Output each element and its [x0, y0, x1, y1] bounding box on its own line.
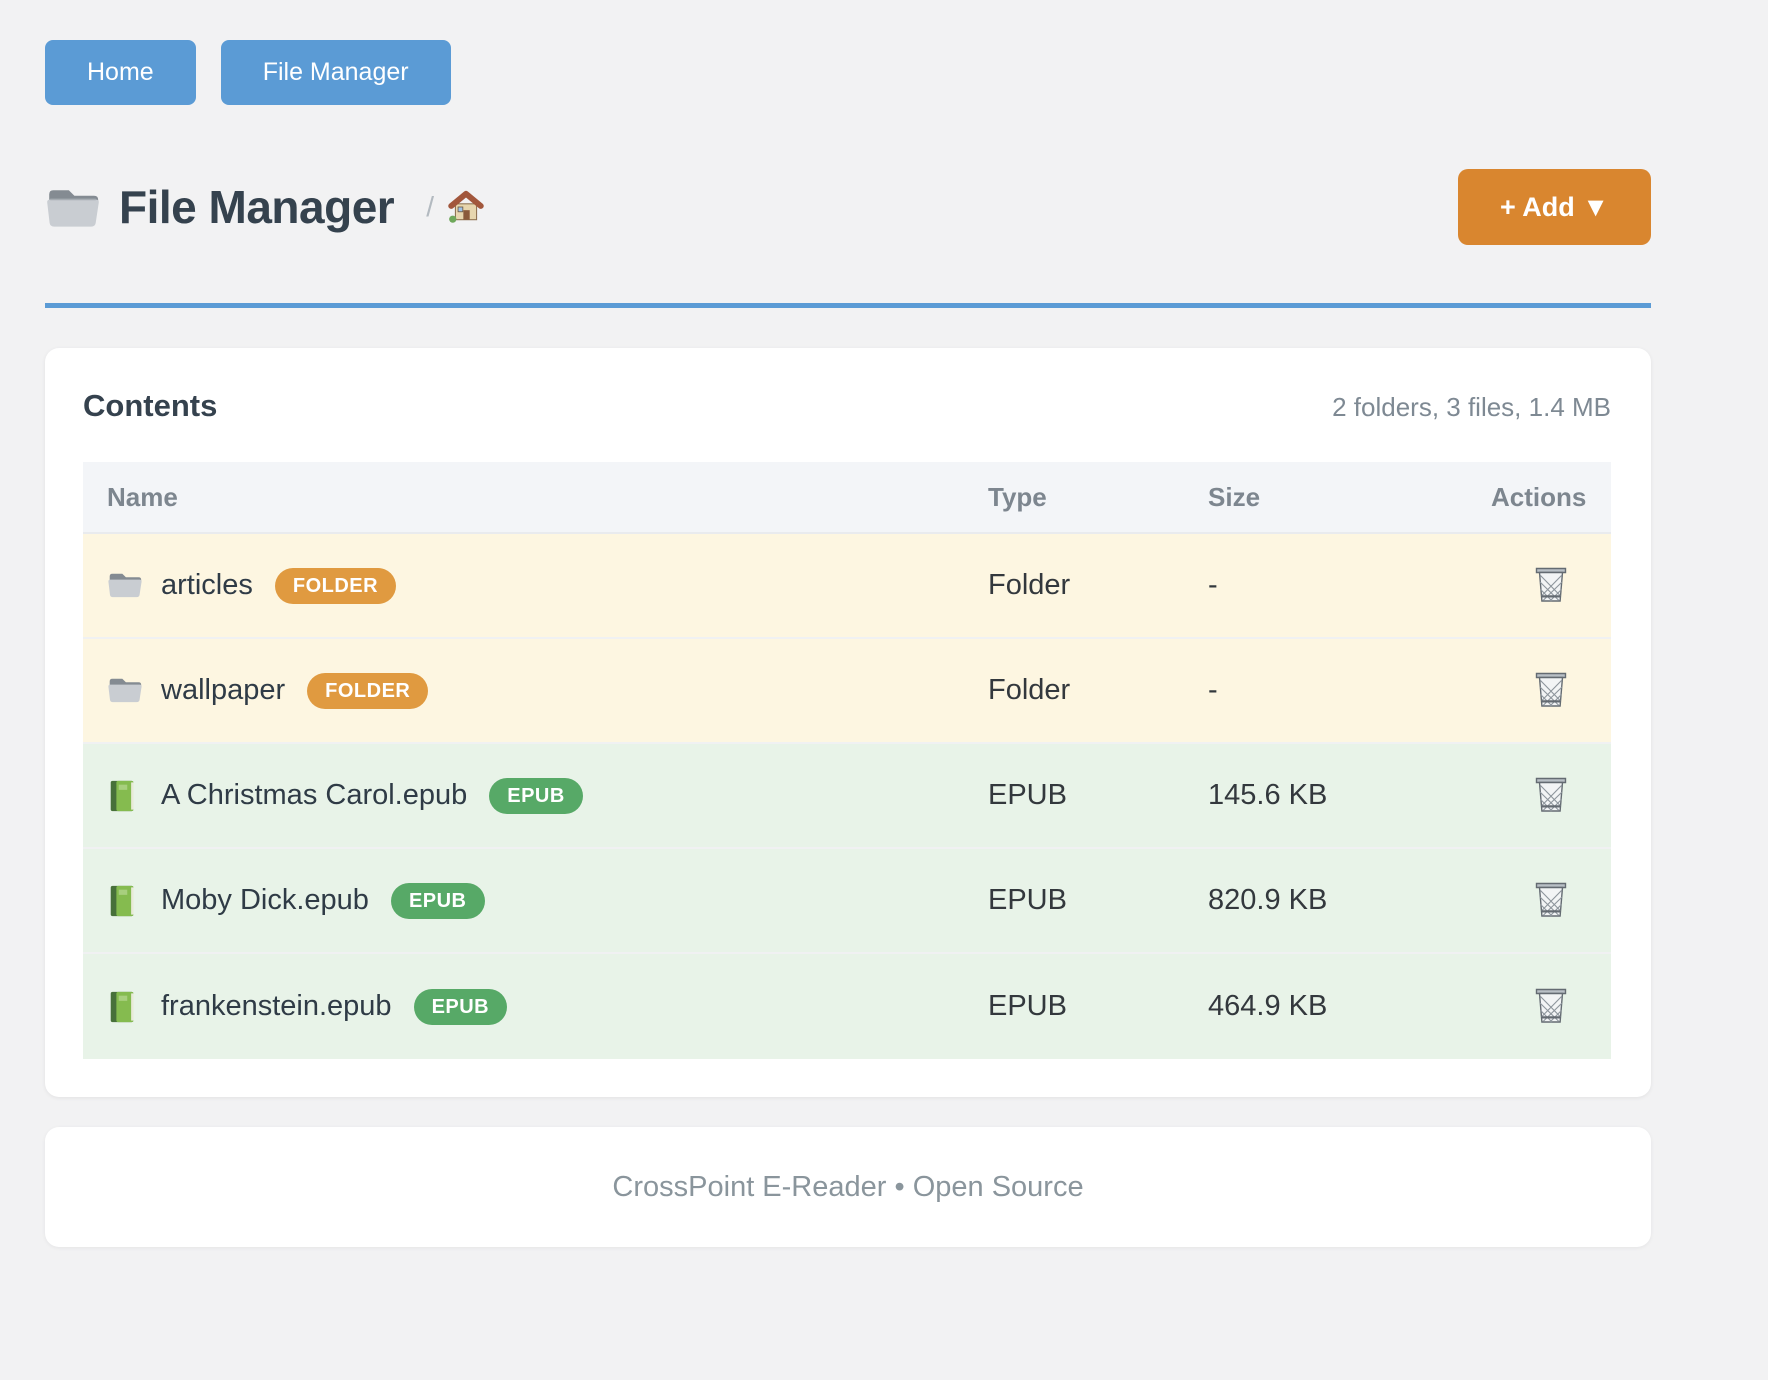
delete-button[interactable]	[1529, 981, 1573, 1029]
table-row[interactable]: A Christmas Carol.epub EPUB EPUB 145.6 K…	[83, 744, 1611, 849]
type-badge: FOLDER	[274, 567, 397, 604]
header-divider	[45, 303, 1651, 308]
folder-icon	[45, 183, 101, 231]
file-table: Name Type Size Actions articles FOLDER F…	[83, 462, 1611, 1059]
table-body: articles FOLDER Folder -	[83, 534, 1611, 1059]
type-cell: EPUB	[988, 779, 1067, 811]
type-cell: EPUB	[988, 884, 1067, 916]
breadcrumb: /	[426, 190, 484, 224]
page-header: File Manager / + Add ▼	[45, 169, 1651, 245]
nav-file-manager-button[interactable]: File Manager	[220, 40, 451, 105]
type-badge: EPUB	[413, 988, 508, 1025]
file-name[interactable]: wallpaper	[161, 674, 286, 706]
folder-icon	[107, 569, 143, 603]
file-name[interactable]: frankenstein.epub	[161, 990, 392, 1022]
size-cell: 820.9 KB	[1208, 884, 1328, 916]
table-row[interactable]: wallpaper FOLDER Folder -	[83, 639, 1611, 744]
table-row[interactable]: articles FOLDER Folder -	[83, 534, 1611, 639]
green-book-icon	[107, 779, 143, 813]
name-cell: Moby Dick.epub EPUB	[83, 882, 964, 919]
table-header-row: Name Type Size Actions	[83, 462, 1611, 534]
trash-icon	[1533, 774, 1569, 814]
contents-card: Contents 2 folders, 3 files, 1.4 MB Name…	[45, 348, 1651, 1097]
file-name[interactable]: articles	[161, 569, 253, 601]
trash-icon	[1533, 669, 1569, 709]
actions-cell	[1467, 875, 1611, 927]
name-cell: A Christmas Carol.epub EPUB	[83, 777, 964, 814]
actions-cell	[1467, 770, 1611, 822]
nav-home-button[interactable]: Home	[45, 40, 196, 105]
type-badge: EPUB	[489, 777, 583, 814]
home-icon[interactable]	[448, 190, 484, 224]
breadcrumb-separator: /	[426, 191, 434, 222]
actions-cell	[1467, 665, 1611, 717]
trash-icon	[1533, 985, 1569, 1025]
size-cell: -	[1208, 569, 1218, 601]
size-cell: 464.9 KB	[1208, 990, 1328, 1022]
page-header-left: File Manager /	[45, 180, 484, 234]
page-container: Home File Manager File Manager /	[45, 0, 1651, 1247]
column-header-name: Name	[107, 481, 178, 512]
delete-button[interactable]	[1529, 665, 1573, 713]
column-header-type: Type	[988, 481, 1047, 512]
contents-title: Contents	[83, 388, 218, 423]
footer: CrossPoint E-Reader • Open Source	[45, 1127, 1651, 1247]
folder-icon	[107, 674, 143, 708]
delete-button[interactable]	[1529, 560, 1573, 608]
table-row[interactable]: Moby Dick.epub EPUB EPUB 820.9 KB	[83, 849, 1611, 954]
type-cell: EPUB	[988, 990, 1067, 1022]
trash-icon	[1533, 564, 1569, 604]
type-cell: Folder	[988, 569, 1071, 601]
type-cell: Folder	[988, 674, 1071, 706]
delete-button[interactable]	[1529, 770, 1573, 818]
type-badge: FOLDER	[307, 672, 429, 709]
name-cell: wallpaper FOLDER	[83, 672, 964, 709]
footer-text: CrossPoint E-Reader • Open Source	[612, 1170, 1084, 1203]
type-badge: EPUB	[390, 882, 485, 919]
name-cell: frankenstein.epub EPUB	[83, 988, 964, 1025]
table-row[interactable]: frankenstein.epub EPUB EPUB 464.9 KB	[83, 954, 1611, 1059]
green-book-icon	[107, 884, 143, 918]
size-cell: 145.6 KB	[1208, 779, 1328, 811]
green-book-icon	[107, 990, 143, 1024]
page-title: File Manager	[119, 181, 395, 233]
file-name[interactable]: Moby Dick.epub	[161, 884, 369, 916]
name-cell: articles FOLDER	[83, 567, 964, 604]
actions-cell	[1467, 560, 1611, 612]
column-header-actions: Actions	[1491, 481, 1587, 512]
column-header-size: Size	[1208, 481, 1261, 512]
trash-icon	[1533, 879, 1569, 919]
actions-cell	[1467, 981, 1611, 1033]
contents-card-header: Contents 2 folders, 3 files, 1.4 MB	[83, 388, 1611, 424]
add-button[interactable]: + Add ▼	[1458, 169, 1651, 245]
file-name[interactable]: A Christmas Carol.epub	[161, 779, 468, 811]
size-cell: -	[1208, 674, 1218, 706]
delete-button[interactable]	[1529, 875, 1573, 923]
top-nav: Home File Manager	[45, 0, 1651, 105]
contents-summary: 2 folders, 3 files, 1.4 MB	[1332, 392, 1611, 422]
